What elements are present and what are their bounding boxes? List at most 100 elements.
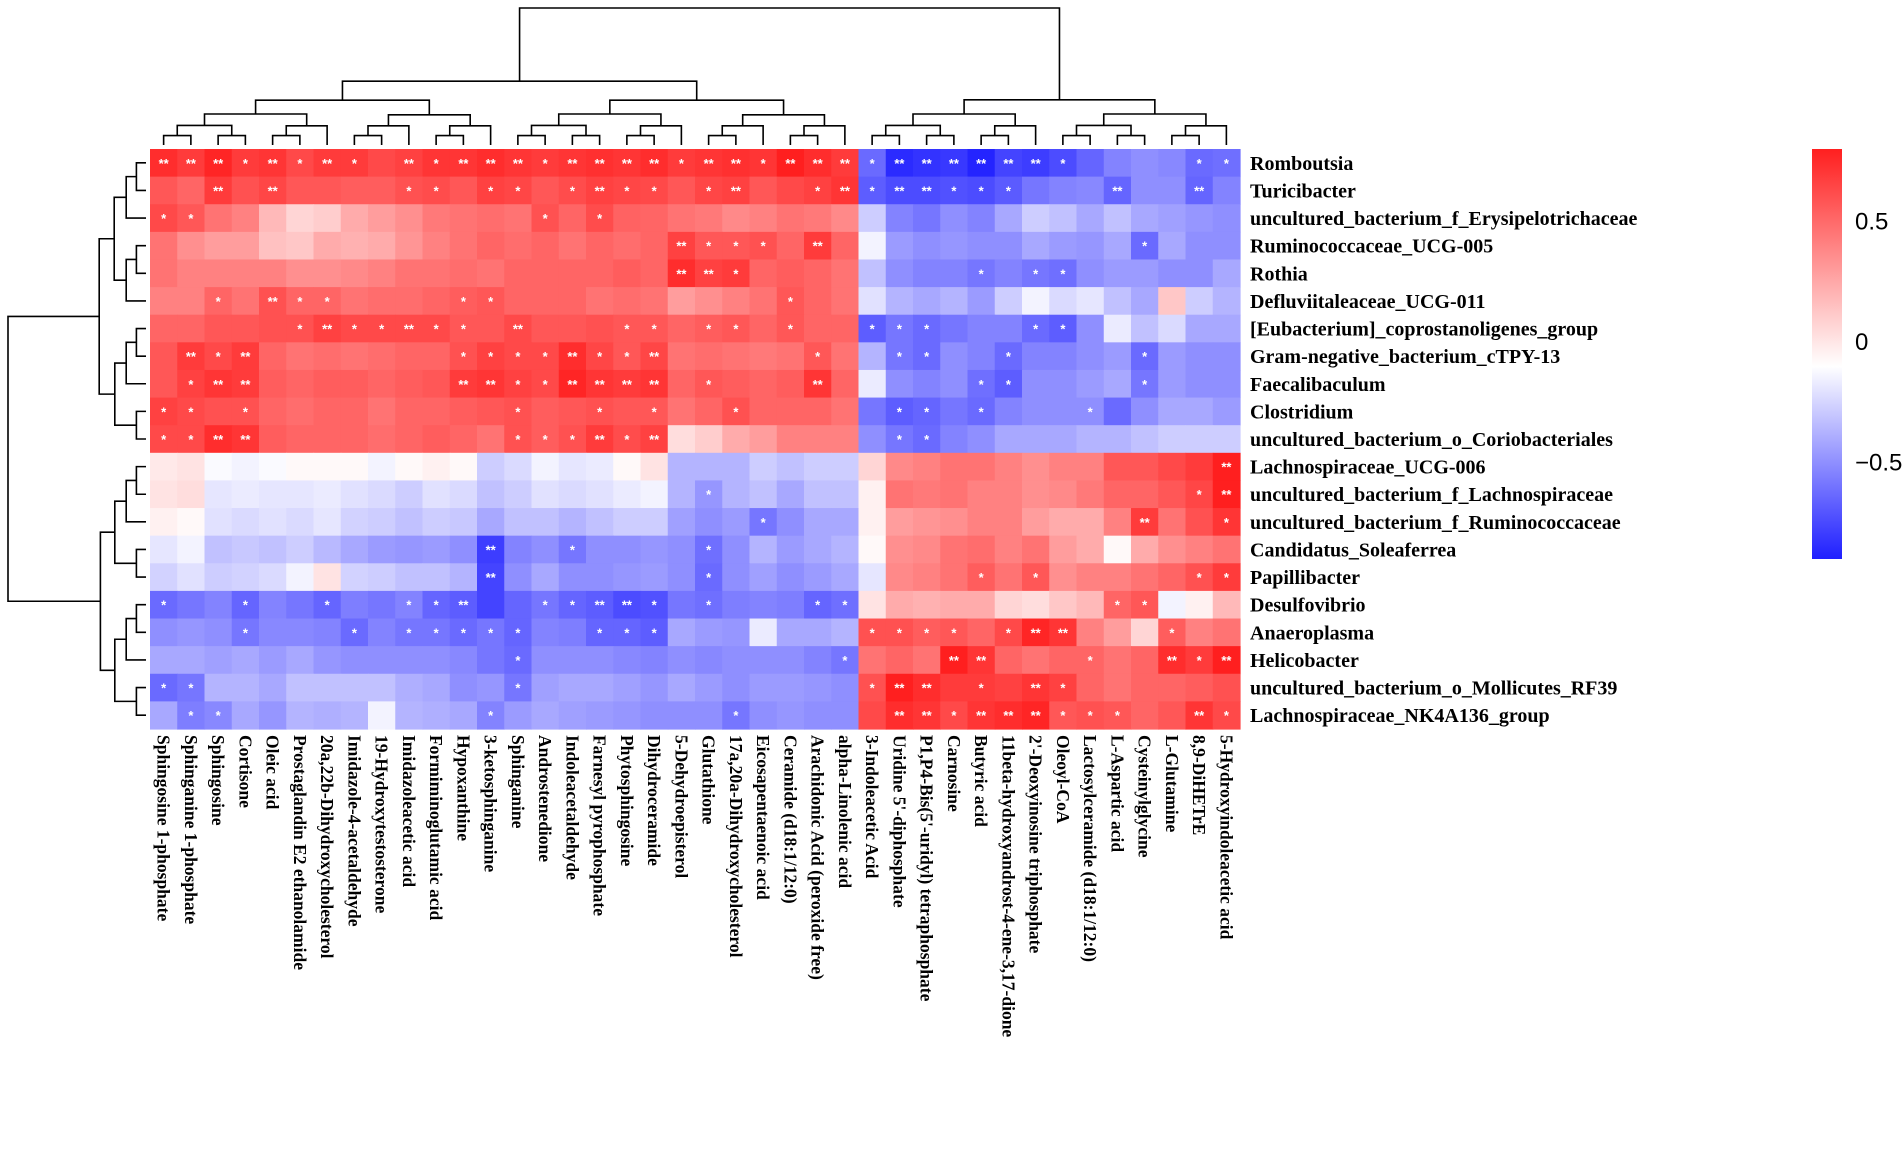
heatmap-cell [558,673,587,702]
heatmap-cell [1076,535,1105,564]
significance-mark: ** [1221,653,1232,668]
row-label: Faecalibaculum [1250,374,1386,396]
heatmap-cell [504,259,533,288]
heatmap-cell [1131,425,1159,454]
dendrogram-link [271,134,301,145]
heatmap-cell [640,618,669,647]
heatmap-cell [1103,342,1132,371]
significance-mark: ** [213,183,224,198]
heatmap-cell [722,314,751,343]
heatmap-cell [831,508,860,537]
heatmap-cell [259,342,287,371]
heatmap-cell [722,231,751,261]
significance-mark: * [870,183,876,198]
heatmap-cell [640,287,669,316]
heatmap-cell [1131,314,1159,343]
heatmap-cell [368,673,396,702]
heatmap-cell [667,149,696,178]
heatmap-cell [313,563,342,592]
heatmap-cell [313,425,342,454]
heatmap-cell [776,673,805,702]
heatmap-cell [504,646,533,675]
heatmap-cell [967,452,996,482]
significance-mark: * [951,183,957,198]
row-label: Clostridium [1250,401,1354,423]
heatmap-cell [449,287,478,316]
heatmap-cell [340,204,369,233]
heatmap-cell [1185,314,1214,343]
heatmap-cell [231,369,260,399]
heatmap-cell [340,287,369,316]
heatmap-cell [422,508,451,537]
heatmap-cell [558,452,587,482]
heatmap-cell [204,369,233,399]
column-label: Carnosine [944,735,964,812]
heatmap-cell [422,231,451,261]
row-label: Helicobacter [1250,650,1359,672]
significance-mark: * [161,681,167,696]
significance-mark: ** [922,183,933,198]
heatmap-cell [395,452,424,482]
heatmap-cell [422,425,451,454]
heatmap-cell [858,176,887,205]
heatmap-cell [695,287,723,316]
significance-mark: * [1088,404,1094,419]
heatmap-cell [1076,480,1105,509]
heatmap-cell [395,259,424,288]
heatmap-cell [395,176,424,205]
heatmap-cell [286,287,315,316]
heatmap-cell [477,204,505,233]
heatmap-cell [722,673,751,702]
heatmap-cell [776,590,805,620]
heatmap-cell [395,563,424,592]
significance-mark: * [1142,349,1148,364]
heatmap-cell [395,425,424,454]
heatmap-cell [368,287,396,316]
heatmap-cell [913,287,941,316]
significance-mark: ** [486,570,497,585]
heatmap-cell [1185,673,1214,702]
heatmap-cell [1158,563,1187,592]
significance-mark: ** [486,542,497,557]
heatmap-cell [831,397,860,426]
heatmap-cell [259,425,287,454]
heatmap-cell [504,480,533,509]
heatmap-cell [558,425,587,454]
heatmap-cell [477,508,505,537]
heatmap-cell [586,701,614,730]
heatmap-cell [204,287,233,316]
significance-mark: ** [595,377,606,392]
heatmap-cell [1158,480,1187,509]
heatmap-cell [667,259,696,288]
heatmap-cell [313,508,342,537]
heatmap-cell [1185,701,1214,730]
heatmap-cell [1049,590,1078,620]
heatmap-cell [586,646,614,675]
heatmap-cell [613,314,642,343]
heatmap-cell [695,204,723,233]
significance-mark: * [161,404,167,419]
heatmap-cell [1212,287,1241,316]
colorbar-tick-label: 0 [1855,329,1868,356]
heatmap-cell [749,204,778,233]
heatmap-cell [1103,231,1132,261]
significance-mark: * [788,294,794,309]
heatmap-cell [722,590,751,620]
heatmap-cell [1022,231,1050,261]
heatmap-cell [613,397,642,426]
heatmap-cell [204,452,233,482]
heatmap-cell [858,508,887,537]
significance-mark: * [434,183,440,198]
heatmap-cell [1158,231,1187,261]
significance-mark: ** [567,349,578,364]
heatmap-cell [531,480,560,509]
heatmap-cell [177,535,206,564]
column-label: Oleic acid [263,735,283,810]
heatmap-cell [231,618,260,647]
significance-mark: ** [894,708,905,723]
heatmap-cell [1131,259,1159,288]
heatmap-cell [1022,590,1050,620]
significance-mark: * [188,377,194,392]
heatmap-cell [885,287,914,316]
heatmap-cell [831,369,860,399]
